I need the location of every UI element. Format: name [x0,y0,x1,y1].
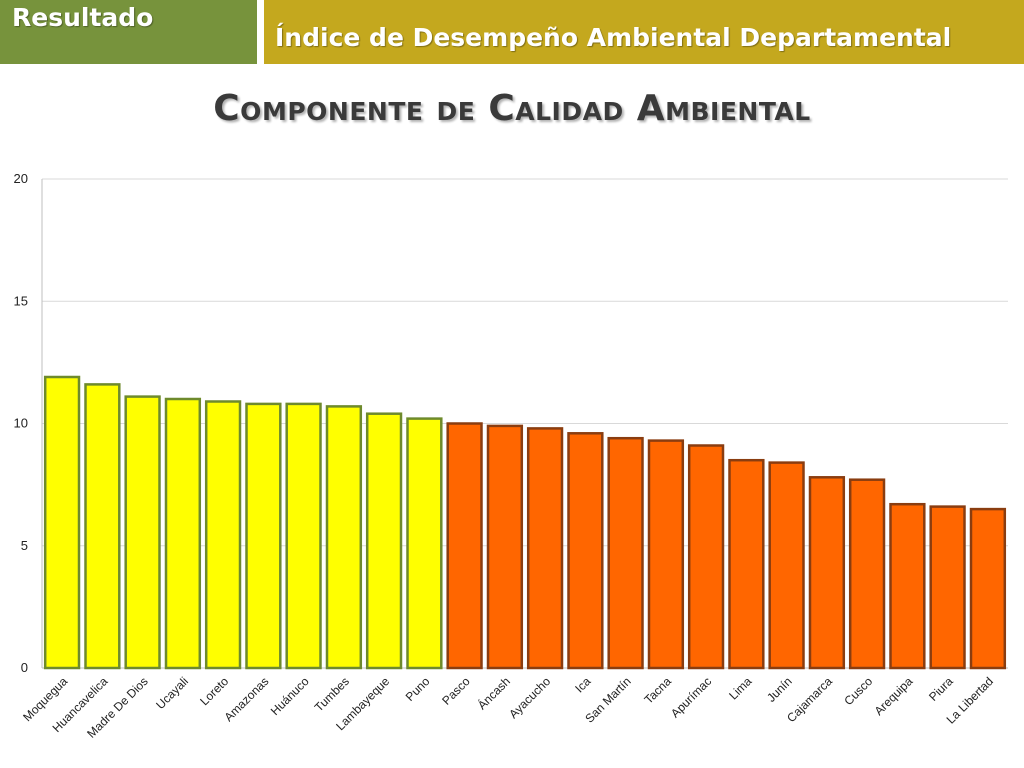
x-tick-label: Pasco [439,674,473,708]
x-tick-label: Ayacucho [506,674,553,721]
x-tick-label: Amazonas [222,674,272,724]
x-tick-label: Ucayali [153,674,191,712]
bar [446,422,483,670]
x-tick-label: Ica [572,674,593,695]
bar [728,458,765,670]
bar [768,461,805,670]
bar [969,507,1007,670]
x-tick-label: Arequipa [872,674,916,718]
y-tick-label: 0 [21,660,28,675]
bar [607,436,644,670]
x-tick-label: Piura [926,674,956,704]
x-tick-label: Lima [726,674,755,703]
bar [848,478,886,670]
y-tick-labels: 0 5 10 15 20 [14,171,28,675]
bar [567,432,604,670]
y-tick-label: 20 [14,171,28,186]
bar [124,395,161,670]
gridlines [42,178,1008,547]
bars [43,375,1007,670]
chart-title: Componente de Calidad Ambiental [213,88,811,129]
x-tick-label: Áncash [474,674,513,713]
x-tick-label: Huánuco [268,674,312,718]
bar [929,505,966,670]
x-tick-label: Loreto [197,674,231,708]
x-tick-label: Apurímac [668,674,714,720]
y-tick-label: 15 [14,293,28,308]
bar [43,375,81,670]
bar [526,427,564,670]
bar [84,383,121,670]
presentation-title: Índice de Desempeño Ambiental Departamen… [264,0,1024,64]
bar [808,476,846,670]
bar [245,402,282,670]
axes [41,179,1008,669]
bar [325,405,363,670]
y-tick-label: 5 [21,538,28,553]
bar [406,417,443,670]
bar [204,400,242,670]
section-label: Resultado [0,0,257,64]
x-tick-label: Puno [403,674,433,704]
y-tick-label: 10 [14,416,28,431]
bar [486,424,524,670]
bar [164,397,202,670]
bar [647,439,685,670]
x-tick-label: Tumbes [312,674,352,714]
bar [889,502,926,670]
bar [285,402,322,670]
bar [365,412,403,670]
x-tick-label: Junín [764,674,795,705]
x-tick-label: Tacna [641,674,674,707]
bar [687,444,725,670]
x-tick-label: Cusco [841,674,875,708]
